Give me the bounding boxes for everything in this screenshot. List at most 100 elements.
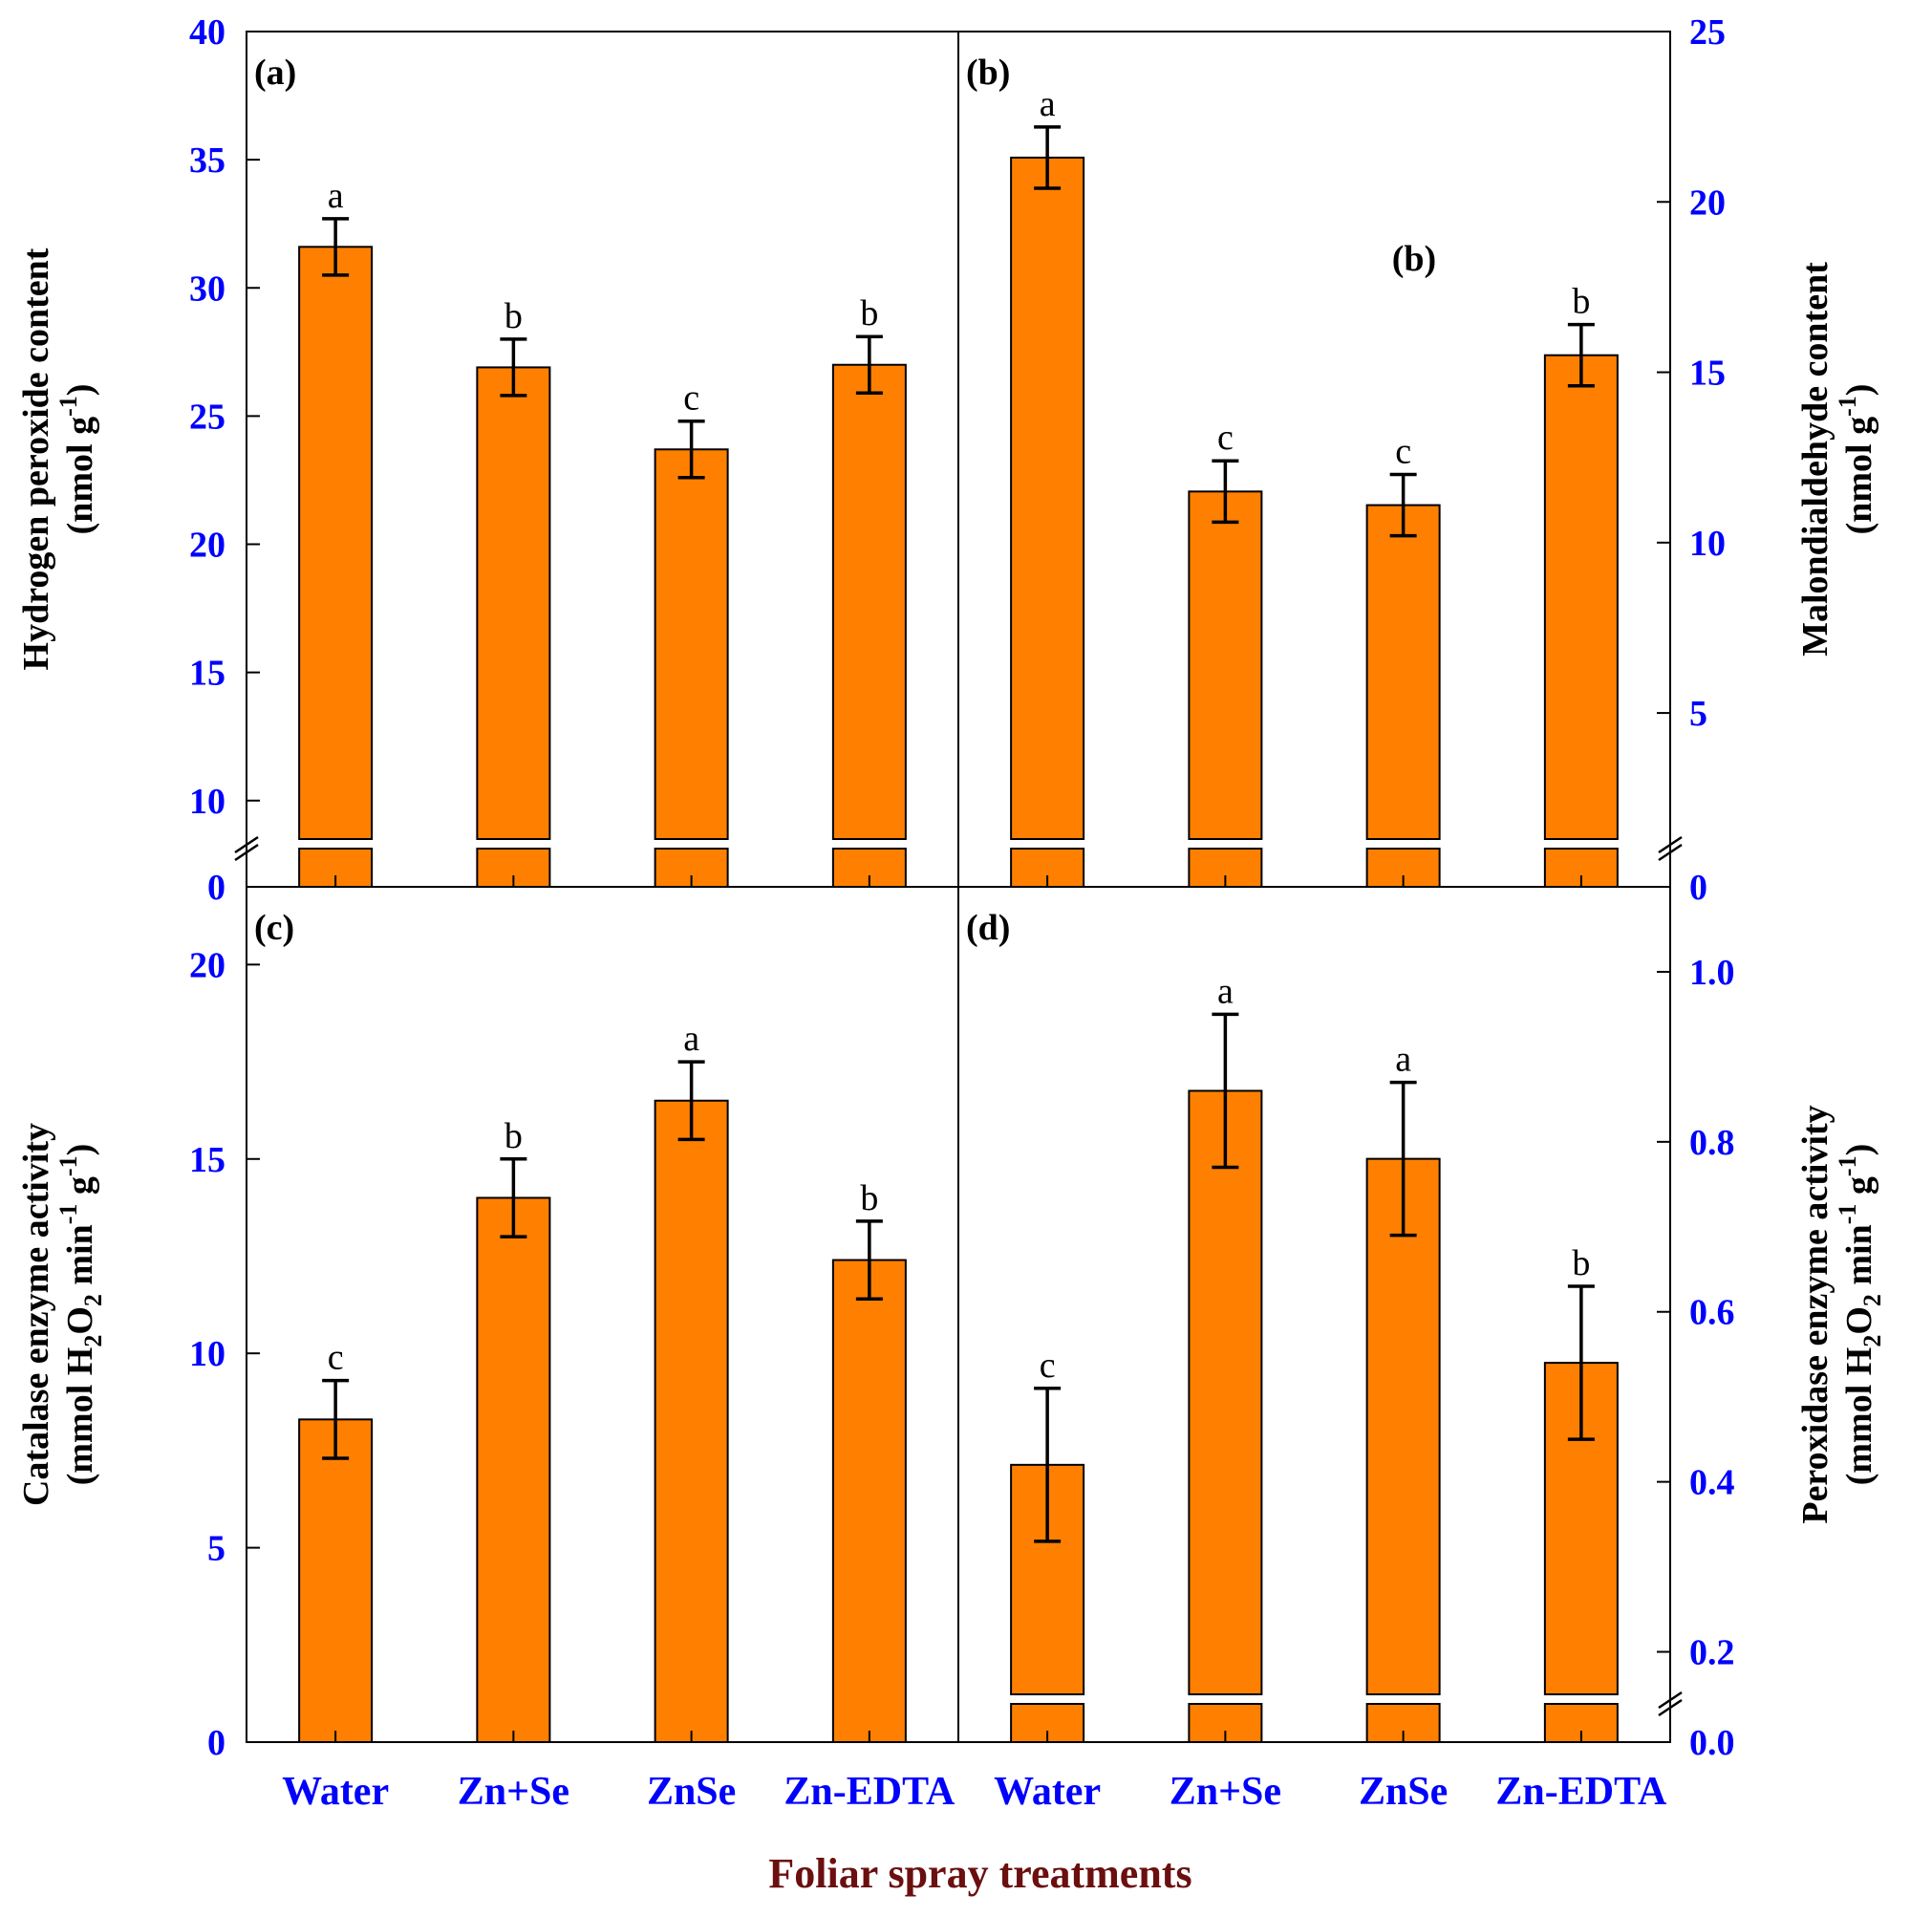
significance-letter: b	[504, 1116, 523, 1156]
y-axis-title-script: 2	[79, 1294, 107, 1306]
y-axis-title-script: 2	[1858, 1294, 1886, 1306]
y-tick-label: 20	[189, 526, 225, 566]
category-label: Zn+Se	[1170, 1770, 1281, 1814]
y-tick-label-zero: 0	[207, 868, 225, 908]
y-tick-label: 40	[189, 12, 225, 53]
y-axis-title-part: g	[1839, 1176, 1879, 1204]
panel-label: (a)	[254, 53, 296, 93]
y-tick-label: 10	[1689, 524, 1726, 564]
y-axis-title-line2: (nmol g-1)	[54, 384, 100, 535]
y-axis-title-line2: (nmol g-1)	[1834, 384, 1879, 535]
axis-break-mark	[1658, 1698, 1683, 1717]
y-tick-label: 10	[189, 1334, 225, 1374]
y-tick-label: 30	[189, 269, 225, 309]
category-label: Zn+Se	[458, 1770, 569, 1814]
y-axis-title-script: -1	[54, 1155, 82, 1176]
bar	[1365, 504, 1441, 840]
y-tick-label: 0	[207, 1723, 225, 1763]
category-label: ZnSe	[647, 1770, 736, 1814]
significance-letter: a	[1395, 1040, 1411, 1080]
y-tick-label: 15	[189, 654, 225, 694]
y-axis-title-line1: Hydrogen peroxide content	[16, 248, 56, 670]
y-axis-title: Peroxidase enzyme activity (mmol H2O2 min…	[1795, 1105, 1886, 1523]
bar	[1010, 156, 1085, 840]
y-axis-title-line1: Catalase enzyme activity	[16, 1123, 56, 1506]
y-tick-label: 25	[1689, 12, 1726, 53]
category-label: Water	[282, 1770, 389, 1814]
bar	[1365, 1157, 1441, 1695]
bar	[476, 1196, 551, 1744]
y-axis-title-part: )	[1839, 1144, 1879, 1156]
significance-letter: b	[1572, 1243, 1590, 1283]
panel-label: (d)	[966, 908, 1010, 948]
bar	[654, 448, 729, 840]
y-axis-title-script: 2	[79, 1335, 107, 1347]
significance-letter: b	[860, 293, 878, 334]
bar	[831, 1259, 907, 1743]
y-axis-title: Catalase enzyme activity (mmol H2O2 min-1…	[16, 1123, 107, 1506]
significance-letter: c	[1217, 418, 1234, 458]
y-axis-title-part: O	[60, 1306, 100, 1335]
y-axis-title-line2: (mmol H2O2 min-1 g-1)	[54, 1144, 107, 1486]
y-axis-title-script: -1	[54, 1204, 82, 1225]
y-axis-title-part: min	[60, 1224, 100, 1294]
significance-letter: b	[860, 1178, 878, 1218]
panel-label: (b)	[966, 53, 1010, 93]
bar	[1188, 1089, 1263, 1695]
panel-b: 5 10 15 20 25 0 a c c b (b) (b) Malondialdehyde cont…	[966, 12, 1879, 908]
axis-break-mark	[1658, 835, 1683, 854]
y-axis-title-line1: Malondialdehyde content	[1795, 262, 1835, 657]
bar-stub	[1188, 848, 1263, 888]
panel-a: 10 15 20 25 30 35 40 0 a b c b (a) Hydrogen peroxide …	[16, 12, 907, 908]
significance-letter: a	[683, 1019, 699, 1059]
significance-letter: a	[1040, 84, 1056, 124]
significance-letter: c	[1040, 1346, 1056, 1386]
y-tick-label: 35	[189, 140, 225, 181]
y-tick-label: 15	[189, 1140, 225, 1180]
category-label: Zn-EDTA	[1495, 1770, 1667, 1814]
y-tick-label: 20	[1689, 183, 1726, 223]
category-label: Zn-EDTA	[784, 1770, 955, 1814]
bar	[298, 246, 374, 841]
y-tick-label: 20	[189, 945, 225, 985]
panel-d: 0.2 0.4 0.6 0.8 1.0 0.0 c Water a Zn+Se a ZnSe b Zn-E…	[966, 908, 1886, 1814]
y-axis-title-part: g	[60, 1176, 100, 1204]
bar	[654, 1099, 729, 1743]
y-axis-title-script: -1	[54, 396, 82, 417]
y-tick-label: 0.4	[1689, 1463, 1735, 1503]
bar	[476, 366, 551, 840]
y-axis-title-line1: Peroxidase enzyme activity	[1795, 1105, 1835, 1523]
category-label: Water	[994, 1770, 1101, 1814]
bar	[1188, 490, 1263, 840]
y-axis-title-script: -1	[1834, 1155, 1861, 1176]
y-tick-label: 15	[1689, 354, 1726, 394]
y-axis-title-part: )	[60, 384, 100, 397]
y-tick-label: 0.8	[1689, 1123, 1735, 1163]
y-tick-label: 0.2	[1689, 1633, 1735, 1673]
panel-annotation: (b)	[1392, 239, 1436, 279]
y-axis-title-part: )	[60, 1144, 100, 1156]
axis-break-mark	[234, 835, 259, 854]
y-axis-title-script: -1	[1834, 1204, 1861, 1225]
y-axis-title-part: (mmol H	[1839, 1347, 1879, 1486]
y-tick-label: 10	[189, 782, 225, 822]
y-axis-title-part: (mmol H	[60, 1347, 100, 1486]
x-axis-title: Foliar spray treatments	[768, 1850, 1191, 1897]
y-tick-label: 0.6	[1689, 1293, 1735, 1333]
axis-break-mark	[234, 843, 259, 862]
significance-letter: b	[504, 296, 523, 336]
significance-letter: b	[1572, 282, 1590, 322]
axis-break-mark	[1658, 1691, 1683, 1710]
y-tick-label-zero: 0.0	[1689, 1723, 1735, 1763]
axis-break-mark	[1658, 843, 1683, 862]
y-axis-title-line2: (mmol H2O2 min-1 g-1)	[1834, 1144, 1886, 1486]
significance-letter: c	[328, 1338, 344, 1378]
significance-letter: c	[683, 378, 699, 419]
y-axis-title-part: O	[1839, 1306, 1879, 1335]
y-tick-label-zero: 0	[1689, 868, 1707, 908]
y-axis-title-part: (nmol g	[60, 417, 100, 535]
category-label: ZnSe	[1359, 1770, 1448, 1814]
